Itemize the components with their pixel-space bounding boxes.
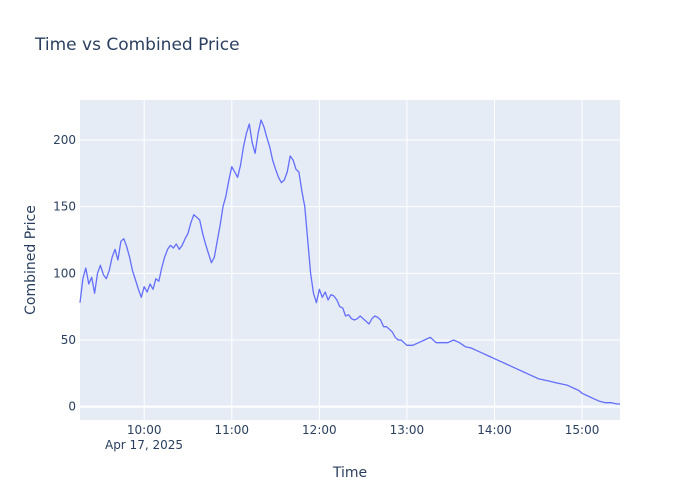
series-layer (79, 119, 620, 405)
chart-title: Time vs Combined Price (34, 35, 240, 55)
y-axis-title: Combined Price (23, 205, 39, 315)
x-tick-label: 15:00 (565, 423, 600, 437)
x-tick-labels: 10:00 11:00 12:00 13:00 14:00 15:00 (127, 423, 599, 437)
plot-area (80, 100, 620, 420)
y-tick-label: 150 (53, 200, 76, 214)
y-tick-label: 50 (61, 333, 76, 347)
y-tick-label: 200 (53, 133, 76, 147)
x-tick-label: 10:00 (127, 423, 162, 437)
gridlines (80, 100, 620, 420)
x-axis-title: Time (332, 465, 367, 481)
y-tick-labels: 0 50 100 150 200 (53, 133, 76, 414)
y-tick-label: 100 (53, 266, 76, 280)
x-tick-label: 14:00 (477, 423, 512, 437)
y-tick-label: 0 (68, 400, 76, 414)
x-date-label: Apr 17, 2025 (105, 438, 183, 452)
x-tick-label: 13:00 (390, 423, 425, 437)
series-line (79, 119, 620, 405)
x-tick-label: 11:00 (214, 423, 249, 437)
x-tick-label: 12:00 (302, 423, 337, 437)
